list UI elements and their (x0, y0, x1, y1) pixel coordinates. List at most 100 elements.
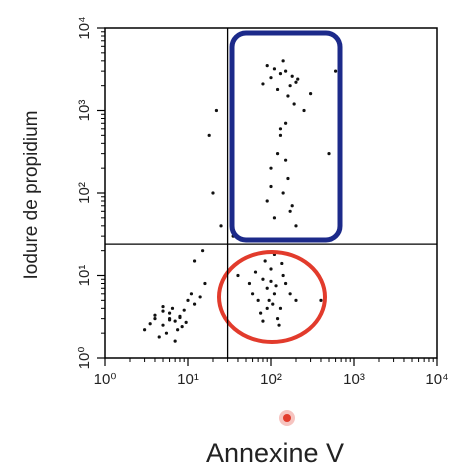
event-dot (173, 339, 177, 343)
event-dot (153, 313, 157, 317)
event-dot (164, 331, 169, 335)
event-dot (198, 295, 202, 299)
event-dot (294, 298, 298, 302)
y-tick-label: 10¹ (76, 265, 93, 287)
event-dot (265, 306, 269, 310)
event-dot (278, 72, 283, 76)
event-dot (161, 309, 165, 313)
y-axis-title: Iodure de propidium (21, 111, 42, 280)
event-dot (292, 102, 296, 106)
x-axis-title: Annexine V (206, 438, 344, 468)
event-dot (186, 298, 190, 302)
x-tick-label: 10³ (343, 371, 365, 388)
event-dot (286, 176, 290, 181)
event-dot (333, 69, 338, 73)
event-dot (189, 292, 194, 296)
event-dot (267, 298, 271, 302)
event-dot (143, 328, 147, 332)
event-dot (327, 152, 331, 156)
event-dot (277, 323, 281, 327)
event-dot (294, 80, 298, 84)
y-tick-label: 10⁴ (76, 16, 93, 39)
x-tick-label: 10⁰ (94, 371, 117, 388)
event-dot (253, 270, 258, 274)
y-tick-label: 10⁰ (76, 347, 93, 370)
event-dot (247, 281, 252, 286)
event-dot (263, 259, 267, 263)
x-tick-label: 10⁴ (425, 371, 448, 388)
event-dot (286, 94, 290, 98)
event-dot (157, 335, 161, 339)
event-dot (278, 133, 283, 137)
event-dot (302, 108, 306, 113)
event-dot (153, 317, 157, 321)
event-dot (294, 224, 298, 228)
event-dot (278, 306, 283, 310)
event-dot (275, 317, 280, 321)
event-dot (161, 323, 165, 327)
event-dot (272, 292, 277, 296)
event-dot (250, 292, 255, 296)
event-dot (288, 209, 292, 213)
event-dot (271, 302, 275, 306)
event-dot (265, 64, 269, 68)
early-apoptosis-gate (217, 250, 327, 344)
event-dot (178, 315, 182, 320)
event-dot (278, 127, 283, 131)
event-dot (236, 273, 240, 278)
event-dot (269, 279, 273, 283)
event-dot (288, 84, 292, 88)
event-dot (284, 158, 288, 162)
event-dot (269, 76, 273, 80)
event-dot (167, 311, 172, 315)
event-dot (261, 277, 265, 281)
event-dot (261, 82, 265, 86)
event-dot (261, 319, 265, 323)
event-dot (280, 261, 284, 266)
event-dot (281, 59, 285, 63)
event-dot (290, 74, 294, 78)
event-dot (214, 108, 219, 113)
event-dot (259, 311, 263, 315)
event-dot (269, 184, 273, 189)
event-dot (180, 325, 184, 329)
event-dot (269, 267, 273, 271)
event-dot (192, 259, 197, 263)
x-tick-label: 10¹ (177, 371, 199, 388)
event-dot (284, 69, 288, 73)
event-dot (319, 298, 323, 302)
event-dot (272, 216, 277, 220)
event-dot (274, 284, 278, 288)
event-dot (284, 121, 288, 125)
event-dot (309, 92, 313, 96)
marker (283, 414, 291, 422)
points (143, 59, 338, 343)
event-dot (192, 302, 197, 306)
y-tick-label: 10² (76, 182, 93, 204)
event-dot (201, 249, 205, 253)
event-dot (207, 133, 211, 137)
event-dot (219, 224, 223, 228)
event-dot (167, 318, 172, 322)
event-dot (148, 322, 152, 326)
late-apoptosis-gate (229, 30, 343, 243)
event-dot (211, 191, 215, 195)
event-dot (290, 204, 294, 208)
event-dot (203, 281, 207, 286)
event-dot (281, 273, 285, 278)
event-dot (176, 328, 180, 332)
y-tick-label: 10³ (76, 100, 93, 122)
event-dot (275, 87, 280, 92)
event-dot (265, 199, 269, 203)
event-dot (296, 77, 300, 81)
event-dot (281, 191, 285, 195)
event-dot (288, 292, 292, 296)
event-dot (272, 67, 277, 71)
x-tick-label: 10² (260, 371, 282, 388)
event-dot (184, 320, 188, 325)
event-dot (269, 166, 273, 170)
event-dot (265, 286, 269, 290)
event-dot (161, 304, 165, 309)
